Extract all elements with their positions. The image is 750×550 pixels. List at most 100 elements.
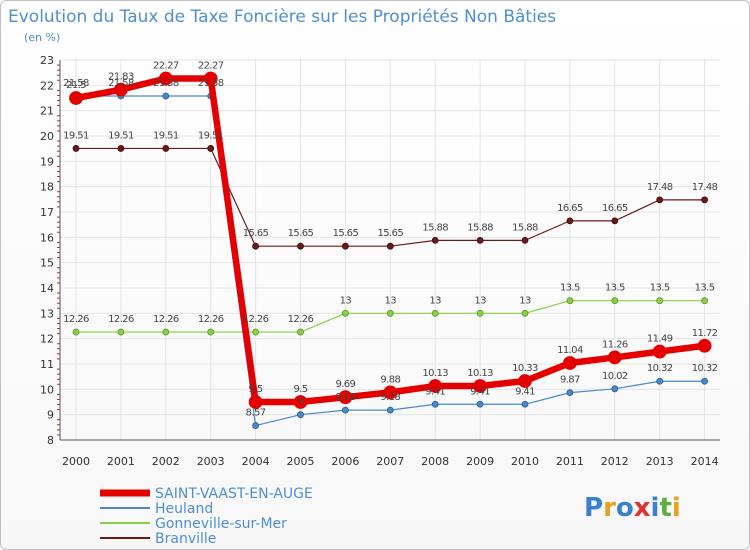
data-point-gonneville-sur-mer — [72, 328, 80, 336]
data-point-heuland — [566, 389, 574, 397]
logo-letter: P — [584, 493, 603, 523]
data-label-branville: 15.88 — [467, 222, 493, 233]
x-tick-label: 2012 — [601, 455, 629, 468]
axes: 8 9 10 11 12 13 14 15 16 17 18 19 20 21 22 23 2000 2001 20… — [40, 54, 720, 468]
x-tick-label: 2001 — [107, 455, 135, 468]
legend-label: SAINT-VAAST-EN-AUGE — [155, 486, 313, 502]
data-label-heuland: 21.58 — [198, 78, 224, 89]
data-point-heuland — [431, 400, 439, 408]
data-label-saint-vaast-en-auge: 9.88 — [380, 374, 400, 385]
data-label-saint-vaast-en-auge: 9.69 — [335, 379, 355, 390]
x-tick-label: 2014 — [691, 455, 719, 468]
data-point-saint-vaast-en-auge — [473, 379, 488, 393]
chart-subtitle: (en %) — [24, 31, 60, 44]
data-point-heuland — [341, 406, 349, 414]
data-label-heuland: 9.41 — [425, 386, 445, 397]
data-label-saint-vaast-en-auge: 9.5 — [293, 384, 307, 395]
data-point-saint-vaast-en-auge — [652, 344, 667, 359]
data-point-gonneville-sur-mer — [476, 309, 484, 317]
logo-letter: i — [651, 493, 660, 523]
data-point-gonneville-sur-mer — [297, 328, 304, 336]
logo-letter: o — [616, 493, 634, 523]
x-tick-label: 2010 — [511, 455, 539, 468]
data-label-branville: 19.51 — [198, 130, 224, 141]
data-label-saint-vaast-en-auge: 11.04 — [557, 345, 583, 356]
data-label-gonneville-sur-mer: 12.26 — [198, 314, 224, 325]
data-point-gonneville-sur-mer — [566, 297, 574, 305]
data-label-gonneville-sur-mer: 13.5 — [650, 283, 670, 294]
y-tick-label: 20 — [40, 130, 54, 143]
data-point-gonneville-sur-mer — [521, 309, 529, 317]
data-label-saint-vaast-en-auge: 22.27 — [198, 60, 224, 71]
y-tick-label: 17 — [40, 206, 54, 219]
data-point-branville — [431, 236, 439, 244]
data-point-heuland — [386, 406, 394, 414]
data-label-branville: 15.88 — [422, 222, 448, 233]
data-point-branville — [476, 236, 484, 244]
y-tick-label: 16 — [40, 231, 54, 244]
data-point-branville — [297, 242, 304, 250]
data-label-heuland: 9 — [298, 397, 304, 408]
data-point-saint-vaast-en-auge — [248, 395, 263, 409]
data-label-branville: 16.65 — [557, 203, 583, 214]
data-label-branville: 17.48 — [692, 182, 718, 193]
data-labels: 19.51 19.51 19.51 19.51 15.65 15.65 15.65 15.65… — [63, 60, 718, 419]
data-label-gonneville-sur-mer: 12.26 — [153, 314, 179, 325]
data-point-saint-vaast-en-auge — [563, 356, 577, 370]
data-point-gonneville-sur-mer — [611, 297, 619, 305]
y-tick-label: 18 — [40, 181, 54, 194]
data-point-saint-vaast-en-auge — [518, 374, 532, 388]
data-point-saint-vaast-en-auge — [158, 71, 173, 86]
data-label-gonneville-sur-mer: 13 — [474, 295, 486, 306]
x-tick-label: 2009 — [466, 455, 494, 468]
logo-letter: i — [672, 493, 681, 523]
y-tick-label: 23 — [40, 54, 54, 67]
data-label-gonneville-sur-mer: 13 — [519, 295, 531, 306]
data-point-branville — [566, 217, 574, 225]
data-point-heuland — [656, 377, 664, 385]
legend-label: Branville — [155, 531, 216, 547]
x-tick-label: 2005 — [287, 455, 315, 468]
data-point-gonneville-sur-mer — [701, 297, 708, 305]
x-tick-label: 2000 — [62, 455, 90, 468]
data-label-heuland: 9.18 — [335, 392, 355, 403]
y-tick-label: 8 — [47, 434, 54, 447]
data-point-saint-vaast-en-auge — [383, 385, 398, 400]
data-label-heuland: 21.58 — [63, 78, 89, 89]
data-point-branville — [341, 242, 349, 250]
data-label-saint-vaast-en-auge: 10.13 — [422, 368, 448, 379]
data-label-gonneville-sur-mer: 12.26 — [243, 314, 269, 325]
data-label-branville: 15.65 — [377, 228, 403, 239]
data-label-heuland: 10.32 — [647, 363, 673, 374]
data-point-heuland — [476, 400, 484, 408]
data-label-saint-vaast-en-auge: 11.72 — [692, 328, 718, 339]
x-tick-label: 2007 — [376, 455, 404, 468]
series-group — [69, 71, 712, 429]
legend-label: Heuland — [155, 501, 213, 517]
data-label-heuland: 8.57 — [246, 408, 266, 419]
data-label-gonneville-sur-mer: 13.5 — [605, 283, 625, 294]
data-point-heuland — [611, 385, 619, 393]
data-label-branville: 15.88 — [512, 222, 538, 233]
legend: SAINT-VAAST-EN-AUGEHeulandGonneville-sur… — [100, 486, 313, 547]
y-tick-label: 10 — [40, 383, 54, 396]
data-label-saint-vaast-en-auge: 11.49 — [647, 334, 673, 345]
data-label-gonneville-sur-mer: 12.26 — [63, 314, 89, 325]
data-point-saint-vaast-en-auge — [69, 91, 83, 105]
data-point-gonneville-sur-mer — [252, 328, 260, 336]
data-label-gonneville-sur-mer: 13.5 — [695, 283, 715, 294]
data-label-gonneville-sur-mer: 13 — [385, 295, 397, 306]
data-label-branville: 15.65 — [243, 228, 269, 239]
y-tick-label: 12 — [40, 333, 54, 346]
y-tick-label: 14 — [40, 282, 54, 295]
data-point-gonneville-sur-mer — [386, 309, 394, 317]
data-point-heuland — [162, 92, 170, 100]
data-label-branville: 16.65 — [602, 203, 628, 214]
x-tick-label: 2011 — [556, 455, 584, 468]
legend-label: Gonneville-sur-Mer — [155, 516, 287, 532]
data-label-saint-vaast-en-auge: 9.5 — [249, 384, 263, 395]
data-label-branville: 19.51 — [63, 130, 89, 141]
data-label-gonneville-sur-mer: 13.5 — [560, 283, 580, 294]
data-label-saint-vaast-en-auge: 21.83 — [108, 72, 134, 83]
